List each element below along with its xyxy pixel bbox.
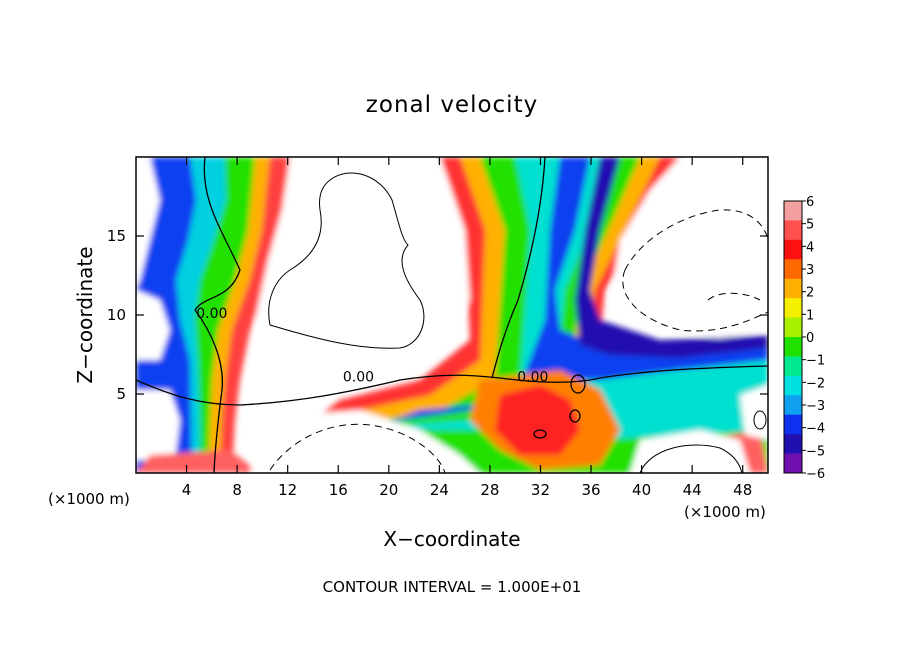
colorbar-swatch	[784, 375, 802, 396]
y-tick-label: 15	[107, 227, 126, 245]
x-tick-label: 16	[329, 481, 348, 499]
white-region-lower	[250, 410, 480, 473]
colorbar: 6 5 4 3 2 1 0 −1 −2 −3 −4 −5 −6	[783, 195, 825, 482]
x-unit-left: (×1000 m)	[48, 490, 130, 508]
x-tick-label: 28	[480, 481, 499, 499]
contour-zero-middle	[136, 365, 768, 406]
colorbar-label: 1	[806, 308, 814, 323]
x-tick-label: 48	[733, 481, 752, 499]
contour-label: 0.00	[343, 369, 374, 385]
colorbar-swatch	[784, 337, 802, 357]
x-axis-label: X−coordinate	[383, 527, 520, 551]
colorbar-label: 3	[806, 263, 814, 278]
colorbar-swatch	[784, 395, 802, 416]
contour-label: 0.00	[517, 369, 548, 385]
x-unit-right: (×1000 m)	[684, 503, 766, 521]
colorbar-label: 6	[806, 195, 814, 210]
colorbar-swatch	[784, 239, 802, 260]
y-tick-label: 10	[107, 306, 126, 324]
colorbar-swatch	[784, 434, 802, 455]
colorbar-swatch	[784, 259, 802, 280]
colorbar-label: −5	[806, 444, 825, 459]
colorbar-swatch	[784, 278, 802, 299]
x-tick-label: 40	[632, 481, 651, 499]
y-axis-label: Z−coordinate	[73, 246, 97, 383]
x-tick-label: 8	[232, 481, 242, 499]
x-tick-label: 44	[683, 481, 702, 499]
colorbar-swatch	[784, 414, 802, 435]
colorbar-swatch	[784, 317, 802, 338]
colorbar-swatch	[784, 356, 802, 377]
x-tick-label: 24	[430, 481, 449, 499]
x-tick-label: 32	[531, 481, 550, 499]
contour-negative-dashed	[622, 209, 768, 332]
contour-zero-central	[491, 157, 546, 379]
colorbar-swatch	[784, 201, 802, 221]
contour-label: 0.00	[196, 306, 227, 322]
colorbar-label: −1	[806, 354, 825, 369]
white-region-upper-left	[255, 157, 470, 375]
contour-interval-note: CONTOUR INTERVAL = 1.000E+01	[323, 578, 582, 596]
white-region-upper-right	[610, 157, 768, 338]
chart-title: zonal velocity	[366, 92, 538, 118]
colorbar-label: 0	[806, 331, 814, 346]
colorbar-label: 5	[806, 218, 814, 233]
plot-area: 0.00 0.00 0.00	[136, 157, 768, 473]
contour-zero-left	[194, 157, 241, 473]
colorbar-swatch	[784, 220, 802, 241]
y-tick-label: 5	[116, 385, 126, 403]
colorbar-label: −4	[806, 422, 825, 437]
x-tick-label: 4	[182, 481, 192, 499]
contour-positive-white	[268, 172, 425, 349]
x-tick-label: 20	[379, 481, 398, 499]
colorbar-label: −6	[806, 467, 825, 482]
x-tick-label: 12	[278, 481, 297, 499]
colorbar-label: 2	[806, 286, 814, 301]
colorbar-label: −2	[806, 376, 825, 391]
colorbar-swatch	[784, 298, 802, 319]
colorbar-swatch	[784, 453, 802, 474]
colorbar-label: 4	[806, 240, 814, 255]
x-tick-label: 36	[581, 481, 600, 499]
colorbar-label: −3	[806, 399, 825, 414]
